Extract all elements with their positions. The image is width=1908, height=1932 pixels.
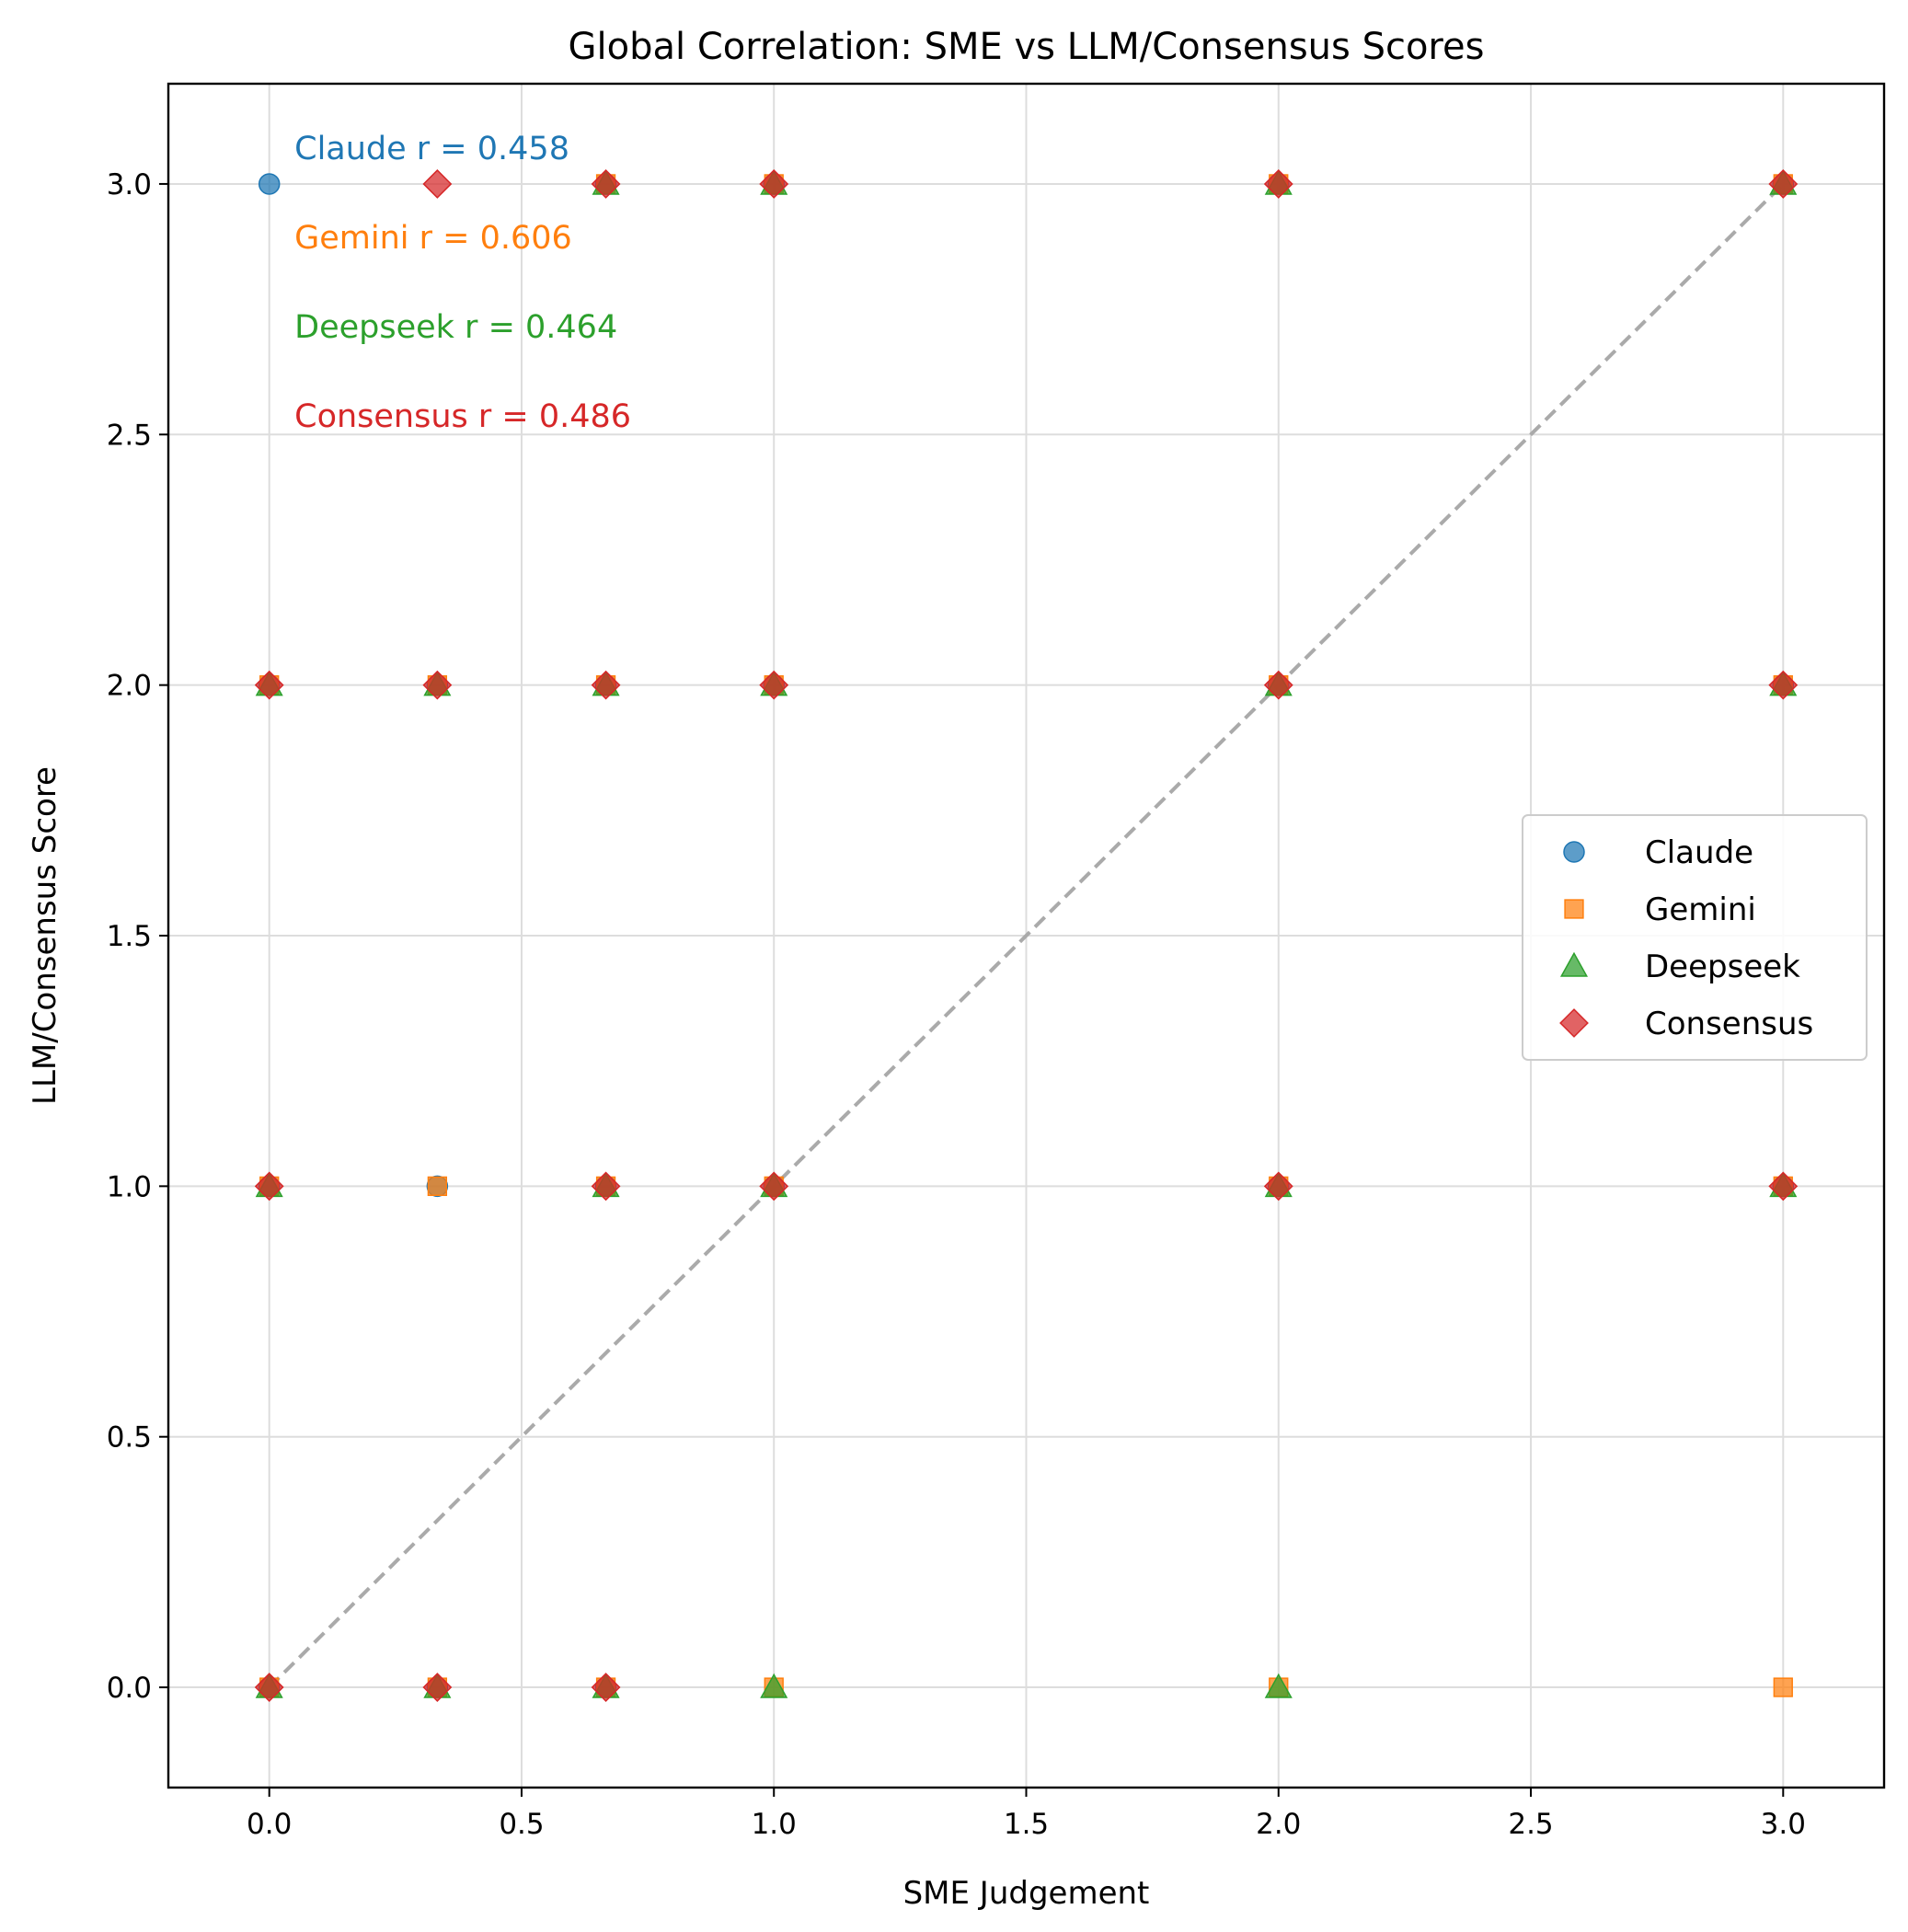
- consensus-point: [759, 1171, 789, 1202]
- x-tick-label: 0.0: [247, 1808, 292, 1841]
- deepseek-point: [760, 1673, 788, 1698]
- consensus-point: [759, 670, 789, 700]
- consensus-point: [1263, 670, 1293, 700]
- legend-marker-deepseek: [1559, 951, 1589, 977]
- consensus-point: [254, 1171, 284, 1202]
- x-tick-label: 0.5: [499, 1808, 544, 1841]
- y-tick-label: 2.0: [107, 670, 152, 703]
- consensus-point: [1768, 1171, 1799, 1202]
- x-tick-label: 1.0: [752, 1808, 797, 1841]
- consensus-point: [254, 670, 284, 700]
- consensus-point: [1768, 670, 1799, 700]
- chart-title: Global Correlation: SME vs LLM/Consensus…: [569, 26, 1485, 68]
- x-axis-label: SME Judgement: [903, 1875, 1150, 1912]
- consensus-point: [254, 1673, 284, 1702]
- series-consensus: [254, 169, 1799, 1702]
- y-tick-label: 3.0: [107, 168, 152, 201]
- y-tick-label: 1.0: [107, 1170, 152, 1203]
- legend-item-gemini: Gemini: [1564, 891, 1756, 928]
- consensus-point: [1263, 169, 1293, 199]
- legend-label: Gemini: [1645, 891, 1756, 928]
- y-tick-label: 1.5: [107, 920, 152, 953]
- legend-box: [1522, 814, 1868, 1061]
- legend-marker-consensus: [1559, 1008, 1589, 1038]
- x-tick-label: 1.5: [1004, 1808, 1049, 1841]
- consensus-point: [1768, 169, 1799, 199]
- y-tick-label: 0.0: [107, 1672, 152, 1705]
- consensus-point: [591, 1673, 621, 1702]
- consensus-point: [591, 670, 621, 700]
- consensus-point: [591, 1171, 621, 1202]
- x-tick-label: 3.0: [1761, 1808, 1806, 1841]
- x-tick-label: 2.0: [1256, 1808, 1301, 1841]
- axis-ticks: 0.0 0.5 1.0 1.5 2.0 2.5 3.0 0.0 0.5 1.0 1.5 2.0 2.5 3…: [107, 168, 1806, 1841]
- data-points: [254, 169, 1799, 1702]
- legend-marker-claude: [1563, 841, 1585, 863]
- consensus-point: [422, 670, 453, 700]
- y-tick-label: 0.5: [107, 1421, 152, 1455]
- legend-label: Deepseek: [1645, 949, 1800, 985]
- legend-item-consensus: Consensus: [1559, 1006, 1813, 1042]
- correlation-annotation: Deepseek r = 0.464: [294, 309, 617, 346]
- claude-point: [258, 173, 281, 195]
- legend: Claude Gemini Deepseek Consensus: [1522, 814, 1868, 1061]
- legend-label: Consensus: [1645, 1006, 1813, 1042]
- consensus-point: [1263, 1171, 1293, 1202]
- reference-line-layer: [268, 182, 1785, 1689]
- correlation-annotations: Claude r = 0.458 Gemini r = 0.606 Deepseek…: [294, 131, 631, 435]
- deepseek-point: [1264, 1673, 1293, 1698]
- y-axis-label: LLM/Consensus Score: [27, 766, 63, 1105]
- correlation-annotation: Gemini r = 0.606: [294, 220, 572, 257]
- gemini-point: [427, 1176, 448, 1197]
- consensus-point: [422, 169, 453, 199]
- legend-item-deepseek: Deepseek: [1559, 949, 1800, 985]
- gemini-point: [1773, 1677, 1793, 1697]
- y-tick-label: 2.5: [107, 419, 152, 452]
- x-tick-label: 2.5: [1508, 1808, 1553, 1841]
- consensus-point: [759, 169, 789, 199]
- consensus-point: [591, 169, 621, 199]
- correlation-annotation: Consensus r = 0.486: [294, 398, 631, 435]
- legend-item-claude: Claude: [1563, 834, 1753, 871]
- identity-reference-line: [268, 182, 1785, 1689]
- consensus-point: [422, 1673, 453, 1702]
- legend-marker-gemini: [1564, 899, 1584, 919]
- legend-label: Claude: [1645, 834, 1753, 871]
- correlation-annotation: Claude r = 0.458: [294, 131, 569, 167]
